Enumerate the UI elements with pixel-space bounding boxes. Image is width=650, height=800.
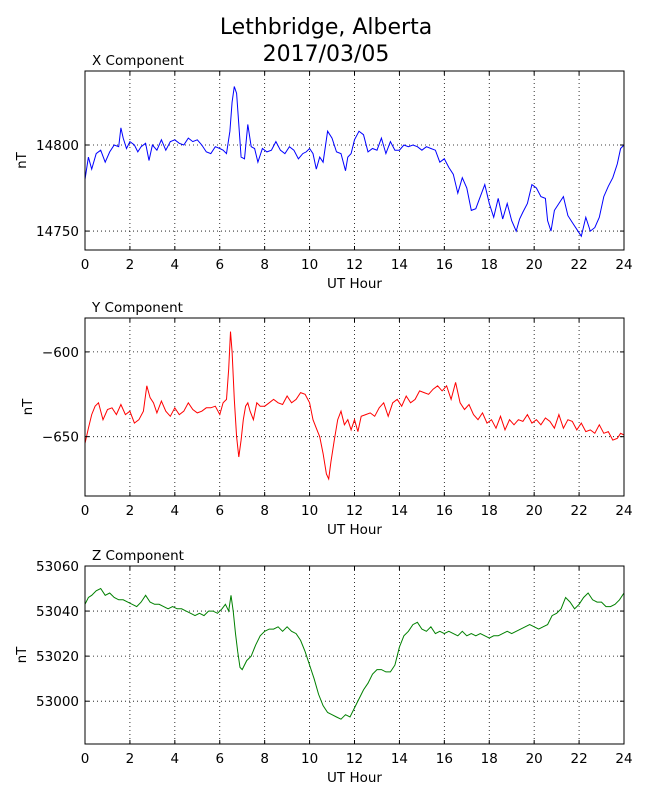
y-tick-label: 14750 [36,224,79,240]
x-tick-label: 2 [126,257,135,273]
y-axis-label: nT [14,151,30,169]
x-tick-label: 24 [615,257,632,273]
x-axis-label: UT Hour [327,522,382,538]
x-tick-label: 10 [301,751,318,767]
x-tick-label: 18 [481,503,498,519]
x-tick-label: 10 [301,257,318,273]
series-line-1 [84,331,625,481]
x-tick-label: 4 [171,751,180,767]
y-tick-label: −650 [42,430,79,446]
x-tick-label: 22 [570,751,587,767]
x-tick-label: 0 [81,503,90,519]
x-tick-label: 2 [126,751,135,767]
panel-title: X Component [92,53,184,69]
x-tick-label: 14 [391,751,408,767]
x-tick-label: 0 [81,751,90,767]
x-tick-label: 0 [81,257,90,273]
y-tick-label: 53000 [36,694,79,710]
y-tick-label: 53020 [36,649,79,665]
y-axis-label: nT [20,398,36,416]
x-tick-label: 16 [436,751,453,767]
y-tick-label: 14800 [36,138,79,154]
panel-title: Z Component [92,548,184,564]
x-tick-label: 6 [215,257,224,273]
x-tick-label: 20 [526,503,543,519]
x-tick-label: 12 [346,257,363,273]
y-axis-label: nT [14,646,30,664]
x-tick-label: 12 [346,751,363,767]
y-tick-label: −600 [42,345,79,361]
x-tick-label: 6 [215,503,224,519]
x-tick-label: 18 [481,751,498,767]
x-tick-label: 24 [615,751,632,767]
x-tick-label: 20 [526,751,543,767]
x-tick-label: 8 [260,257,269,273]
x-tick-label: 16 [436,257,453,273]
series-line-1 [84,587,625,720]
x-tick-label: 24 [615,503,632,519]
y-tick-label: 53040 [36,604,79,620]
figure-title-line-2: 2017/03/05 [263,42,390,67]
x-tick-label: 8 [260,751,269,767]
x-tick-label: 22 [570,257,587,273]
x-tick-label: 22 [570,503,587,519]
x-tick-label: 4 [171,503,180,519]
panel-3: 0 2 4 6 8 10 12 14 16 18 20 22 245300053020530405306… [14,548,633,786]
x-axis-label: UT Hour [327,770,382,786]
x-tick-label: 18 [481,257,498,273]
figure-title-line-1: Lethbridge, Alberta [220,15,432,40]
x-tick-label: 8 [260,503,269,519]
x-tick-label: 14 [391,503,408,519]
x-tick-label: 20 [526,257,543,273]
x-tick-label: 2 [126,503,135,519]
x-tick-label: 10 [301,503,318,519]
x-tick-label: 6 [215,751,224,767]
x-tick-label: 16 [436,503,453,519]
x-axis-label: UT Hour [327,276,382,292]
series-line-1 [84,86,625,238]
panel-title: Y Component [91,300,183,316]
x-tick-label: 4 [171,257,180,273]
x-tick-label: 14 [391,257,408,273]
y-tick-label: 53060 [36,559,79,575]
x-tick-label: 12 [346,503,363,519]
